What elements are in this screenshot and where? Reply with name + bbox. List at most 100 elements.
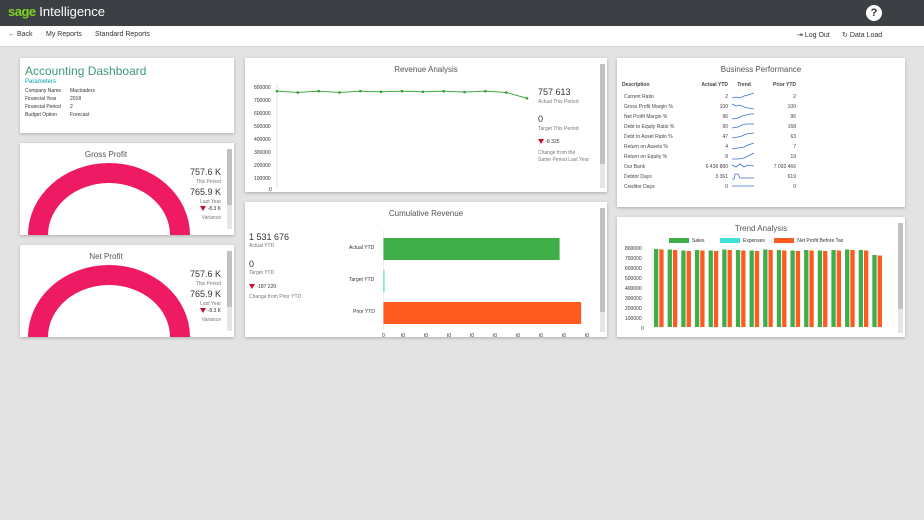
actual-this-period-label: Actual This Period [538, 99, 579, 105]
param-label: Financial Year [25, 96, 57, 102]
row-prior-ytd: 63 [790, 134, 796, 140]
actual-this-period-value: 757 613 [538, 87, 571, 97]
x-tick-label: t0 [585, 333, 590, 337]
standard-reports-link[interactable]: Standard Reports [95, 31, 150, 38]
change-label-line2: Same Period Last Year [538, 157, 590, 163]
scrollbar-thumb[interactable] [898, 223, 903, 309]
actual-ytd-label: Actual YTD [249, 243, 275, 249]
log-out-button[interactable]: ⇥ Log Out [797, 31, 830, 39]
scrollbar-thumb[interactable] [600, 64, 605, 164]
row-trend [730, 172, 760, 182]
row-actual-ytd: 4 [725, 144, 728, 150]
business-performance-card: Business Performance Description Actual … [617, 58, 905, 207]
change-label-line1: Change from the [538, 150, 576, 156]
data-point [484, 89, 487, 93]
param-label: Company Name [25, 88, 62, 94]
bar [845, 249, 850, 327]
gross-profit-gauge [28, 163, 190, 235]
bar [694, 250, 700, 327]
scrollbar[interactable] [227, 149, 232, 229]
target-this-period-value: 0 [538, 114, 544, 124]
bar [795, 251, 801, 327]
row-actual-ytd: 0 [725, 184, 728, 190]
column-header: Description [622, 82, 650, 88]
data-point [463, 90, 466, 94]
bar [735, 250, 741, 327]
scrollbar[interactable] [600, 208, 605, 332]
down-triangle-icon [538, 139, 544, 145]
bar [686, 251, 691, 327]
refresh-icon: ↻ [842, 32, 848, 39]
top-bar: sage Intelligence ? [0, 0, 924, 26]
data-point [400, 89, 404, 93]
bar [790, 250, 795, 327]
log-out-icon: ⇥ [797, 32, 803, 39]
bar [672, 250, 678, 327]
bar [782, 250, 787, 327]
bar [809, 250, 814, 327]
down-triangle-icon [200, 206, 207, 212]
variance-text: -8.3 K [207, 206, 221, 212]
param-label: Financial Period [25, 104, 61, 110]
trend-bar-chart [651, 247, 882, 327]
y-tick-label: 400000 [254, 137, 271, 143]
scrollbar[interactable] [898, 223, 903, 333]
card-title: Business Performance [720, 65, 802, 74]
y-tick-label: 700000 [254, 98, 271, 104]
sparkline-path [731, 132, 755, 139]
sparkline [732, 173, 754, 180]
row-actual-ytd: 2 [725, 94, 728, 100]
y-tick-label: 700000 [625, 256, 642, 262]
business-performance-table: Description Actual YTD Trend Prior YTD C… [622, 82, 798, 192]
y-tick-label: 600000 [254, 111, 271, 117]
this-period-value: 757.6 K [189, 269, 221, 279]
card-title: Trend Analysis [734, 224, 788, 233]
row-description: Net Profit Margin % [624, 114, 668, 120]
bar [768, 250, 773, 327]
row-description: Creditor Days [624, 184, 655, 190]
row-prior-ytd: 100 [787, 104, 796, 110]
app-logo: sage Intelligence [8, 4, 106, 19]
dashboard-info-card: Accounting Dashboard Parameters Company … [20, 58, 234, 133]
bar [836, 250, 842, 327]
data-load-button[interactable]: ↻ Data Load [842, 31, 882, 39]
sparkline [731, 103, 755, 110]
row-prior-ytd: 96 [790, 114, 796, 120]
column-header: Prior YTD [773, 82, 796, 88]
table-row: Creditor Days 0 0 [622, 182, 798, 192]
cumulative-bar-chart [383, 230, 582, 330]
data-load-label: Data Load [849, 32, 883, 39]
sparkline-path [731, 142, 755, 150]
data-point [317, 89, 320, 93]
sparkline-path [731, 103, 755, 110]
back-button[interactable]: ← Back [8, 31, 33, 38]
down-triangle-icon [249, 284, 255, 290]
scrollbar-thumb[interactable] [227, 149, 232, 205]
row-trend [730, 132, 760, 142]
sparkline-path [732, 173, 754, 180]
change-text: -187 220 [256, 284, 277, 290]
legend-label: Sales [692, 238, 705, 244]
legend-swatch [669, 238, 689, 244]
legend-swatch [719, 238, 740, 244]
legend-item: Net Profit Before Tax [774, 238, 843, 244]
y-tick-label: 100000 [625, 316, 642, 322]
bar [823, 251, 828, 327]
this-period-label: This Period [195, 281, 221, 287]
this-period-value: 757.6 K [189, 167, 221, 177]
row-actual-ytd: 96 [722, 114, 728, 120]
y-tick-label: 200000 [625, 306, 642, 312]
row-description: Gross Profit Margin % [624, 104, 673, 110]
row-trend [730, 92, 760, 102]
help-button[interactable]: ? [866, 5, 882, 21]
my-reports-link[interactable]: My Reports [46, 31, 82, 38]
x-tick-label: t0 [539, 333, 544, 337]
y-tick-label: 0 [641, 326, 644, 332]
scrollbar[interactable] [227, 251, 232, 331]
variance-text: -8.3 K [207, 308, 221, 314]
scrollbar[interactable] [600, 64, 605, 188]
scrollbar-thumb[interactable] [600, 208, 605, 312]
row-trend [730, 122, 760, 132]
scrollbar-thumb[interactable] [227, 251, 232, 307]
bar [858, 250, 864, 327]
